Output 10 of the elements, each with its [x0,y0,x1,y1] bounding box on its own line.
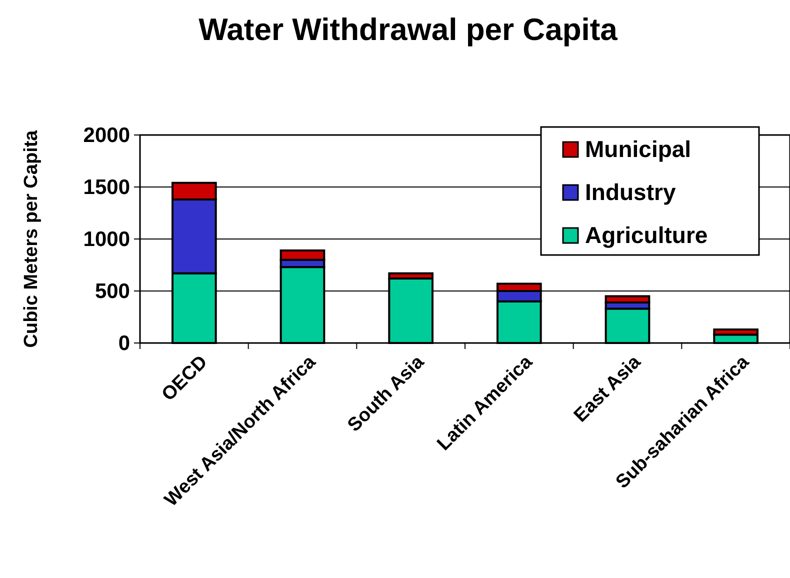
legend-label: Municipal [585,136,692,162]
y-axis-title: Cubic Meters per Capita [21,130,42,348]
y-tick-label: 1500 [83,176,130,199]
y-tick-label: 2000 [83,124,130,147]
y-tick-label: 1000 [83,228,130,251]
legend-label: Industry [585,179,676,205]
y-tick-label: 500 [94,280,130,303]
legend-label: Agriculture [585,222,708,248]
y-tick-label: 0 [118,332,130,355]
chart-title: Water Withdrawal per Capita [198,12,618,47]
